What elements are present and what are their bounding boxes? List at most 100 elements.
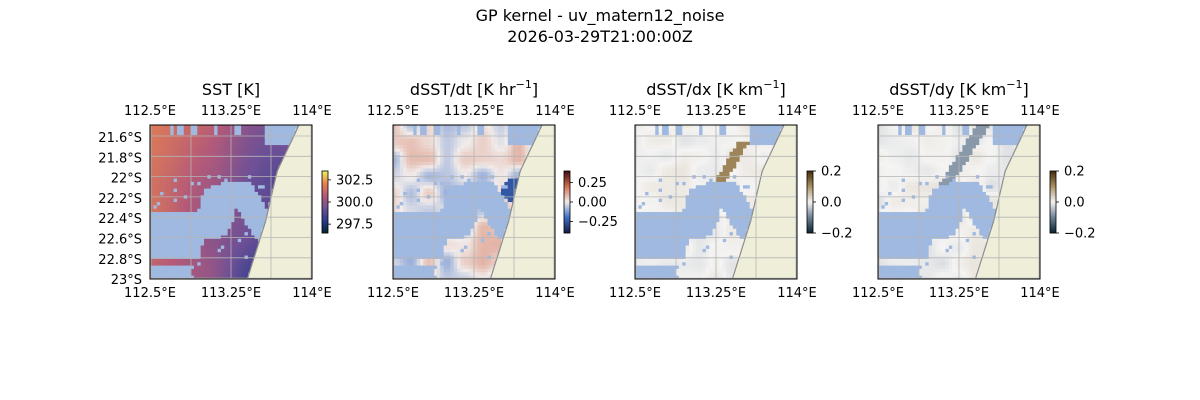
heatmap-cell <box>753 175 757 179</box>
heatmap-cell <box>460 222 465 226</box>
heatmap-cell <box>463 125 468 129</box>
colorbar-segment <box>564 220 570 223</box>
heatmap-cell <box>470 148 475 153</box>
heatmap-cell <box>399 175 404 179</box>
heatmap-cell <box>187 238 191 243</box>
heatmap-cell <box>403 165 407 169</box>
heatmap-cell <box>682 181 687 186</box>
heatmap-cell <box>231 272 235 277</box>
colorbar-segment <box>564 215 570 218</box>
heatmap-cell <box>227 125 232 129</box>
heatmap-cell <box>166 258 171 263</box>
heatmap-cell <box>197 148 202 153</box>
heatmap-cell <box>409 212 414 216</box>
heatmap-cell <box>153 188 158 193</box>
heatmap-cell <box>460 262 465 267</box>
heatmap-cell <box>200 238 205 243</box>
heatmap-cell <box>251 168 256 173</box>
heatmap-cell <box>457 265 461 270</box>
heatmap-cell <box>258 161 262 166</box>
heatmap-cell <box>153 165 158 169</box>
heatmap-cell <box>241 242 245 246</box>
heatmap-cell <box>638 232 643 236</box>
heatmap-cell <box>719 188 724 193</box>
heatmap-cell <box>675 151 680 156</box>
heatmap-cell <box>675 135 680 139</box>
heatmap-cell <box>278 141 283 146</box>
heatmap-cell <box>423 181 428 186</box>
heatmap-cell <box>453 248 458 253</box>
heatmap-cell <box>190 188 195 193</box>
heatmap-cell <box>399 138 404 143</box>
heatmap-cell <box>736 181 741 186</box>
heatmap-cell <box>413 165 418 169</box>
heatmap-cell <box>719 205 724 210</box>
heatmap-cell <box>668 141 673 146</box>
heatmap-cell <box>507 145 512 149</box>
heatmap-cell <box>651 212 656 216</box>
heatmap-cell <box>702 232 707 236</box>
heatmap-cell <box>409 161 414 166</box>
heatmap-cell <box>484 151 488 156</box>
heatmap-cell <box>655 131 660 136</box>
heatmap-cell <box>638 222 643 226</box>
heatmap-cell <box>430 191 434 196</box>
heatmap-cell <box>274 148 279 153</box>
heatmap-cell <box>722 225 727 230</box>
heatmap-cell <box>651 155 656 159</box>
heatmap-cell <box>709 128 714 133</box>
heatmap-cell <box>524 131 529 136</box>
heatmap-cell <box>467 148 472 153</box>
heatmap-cell <box>658 265 663 270</box>
heatmap-cell <box>436 165 441 169</box>
heatmap-cell <box>430 178 434 183</box>
heatmap-cell <box>494 158 499 163</box>
heatmap-cell <box>692 208 697 213</box>
heatmap-cell <box>285 145 289 149</box>
colorbar-segment <box>564 212 570 215</box>
heatmap-cell <box>271 141 276 146</box>
heatmap-cell <box>163 168 168 173</box>
heatmap-cell <box>399 148 404 153</box>
heatmap-cell <box>244 258 249 263</box>
heatmap-cell <box>160 205 164 210</box>
heatmap-cell <box>187 125 191 129</box>
heatmap-cell <box>220 191 225 196</box>
heatmap-cell <box>460 265 465 270</box>
heatmap-cell <box>396 181 401 186</box>
heatmap-cell <box>716 155 720 159</box>
heatmap-cell <box>457 161 461 166</box>
heatmap-cell <box>645 232 649 236</box>
heatmap-cell <box>214 141 218 146</box>
heatmap-cell <box>645 138 649 143</box>
heatmap-cell <box>197 218 202 223</box>
heatmap-cell <box>214 242 218 246</box>
heatmap-cell <box>153 208 158 213</box>
heatmap-cell <box>190 148 195 153</box>
heatmap-cell <box>460 135 465 139</box>
heatmap-cell <box>722 248 727 253</box>
heatmap-cell <box>163 232 168 236</box>
heatmap-cell <box>423 125 428 129</box>
heatmap-cell <box>675 148 680 153</box>
heatmap-cell <box>756 145 761 149</box>
heatmap-cell <box>433 275 438 280</box>
heatmap-cell <box>474 125 478 129</box>
heatmap-cell <box>759 148 764 153</box>
heatmap-cell <box>668 242 673 246</box>
heatmap-cell <box>682 155 687 159</box>
heatmap-cell <box>416 225 421 230</box>
heatmap-cell <box>399 128 404 133</box>
heatmap-cell <box>501 202 505 206</box>
heatmap-cell <box>423 148 428 153</box>
heatmap-cell <box>177 181 181 186</box>
heatmap-cell <box>460 148 465 153</box>
heatmap-cell <box>450 168 455 173</box>
heatmap-cell <box>247 151 252 156</box>
heatmap-cell <box>514 141 519 146</box>
heatmap-cell <box>403 148 407 153</box>
heatmap-cell <box>675 131 680 136</box>
heatmap-cell <box>443 125 448 129</box>
heatmap-cell <box>258 188 262 193</box>
heatmap-cell <box>447 128 451 133</box>
